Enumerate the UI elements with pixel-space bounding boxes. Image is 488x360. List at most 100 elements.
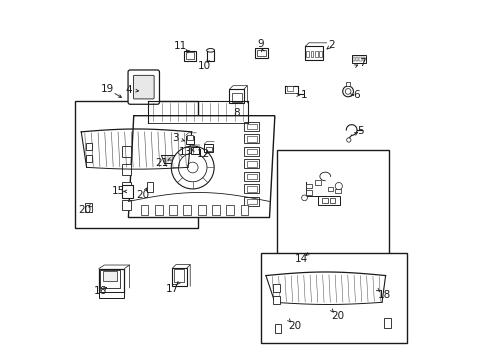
- Text: 18: 18: [377, 290, 390, 300]
- Bar: [122, 182, 131, 193]
- Bar: [226, 205, 234, 215]
- Bar: [229, 89, 244, 103]
- Bar: [197, 205, 205, 215]
- Bar: [246, 199, 256, 204]
- Bar: [204, 144, 213, 152]
- Bar: [140, 205, 148, 215]
- Bar: [315, 180, 320, 185]
- Bar: [329, 198, 335, 203]
- Bar: [276, 150, 388, 257]
- Bar: [75, 102, 198, 228]
- Bar: [244, 172, 258, 181]
- Bar: [99, 269, 124, 293]
- Bar: [246, 186, 256, 192]
- Bar: [305, 51, 308, 57]
- Bar: [155, 205, 163, 215]
- Bar: [244, 159, 258, 168]
- Text: 20: 20: [287, 321, 301, 331]
- Text: 21: 21: [155, 158, 169, 168]
- Bar: [244, 122, 258, 131]
- Bar: [169, 205, 177, 215]
- Circle shape: [335, 183, 342, 190]
- Bar: [254, 48, 268, 58]
- Bar: [146, 182, 153, 192]
- Text: 11: 11: [174, 41, 187, 51]
- Circle shape: [301, 195, 307, 201]
- Bar: [246, 174, 256, 179]
- Bar: [244, 184, 258, 193]
- Bar: [305, 184, 311, 188]
- Text: 10: 10: [198, 62, 211, 71]
- Bar: [231, 93, 241, 102]
- Circle shape: [187, 162, 198, 173]
- Bar: [310, 51, 313, 57]
- Text: 19: 19: [100, 84, 113, 94]
- Bar: [272, 296, 280, 303]
- Text: 1: 1: [301, 90, 307, 100]
- Bar: [206, 50, 214, 61]
- Text: 20: 20: [78, 205, 91, 215]
- Bar: [100, 270, 120, 288]
- Text: 8: 8: [233, 108, 240, 118]
- Bar: [327, 187, 333, 191]
- Bar: [102, 271, 117, 282]
- Text: 2: 2: [328, 40, 335, 50]
- Polygon shape: [128, 116, 274, 217]
- Text: 7: 7: [358, 58, 365, 68]
- Bar: [272, 284, 280, 292]
- Bar: [244, 197, 258, 206]
- Bar: [122, 185, 132, 198]
- Bar: [244, 147, 258, 156]
- Text: 6: 6: [353, 90, 360, 100]
- Bar: [244, 134, 258, 143]
- Circle shape: [345, 89, 350, 94]
- Bar: [257, 50, 266, 57]
- Bar: [305, 190, 311, 195]
- Bar: [246, 149, 256, 154]
- Bar: [174, 269, 184, 282]
- Bar: [186, 53, 194, 59]
- Bar: [212, 205, 220, 215]
- Circle shape: [342, 86, 353, 97]
- Bar: [184, 51, 196, 61]
- Bar: [322, 198, 327, 203]
- Bar: [246, 161, 256, 167]
- Bar: [246, 124, 256, 129]
- Bar: [384, 318, 390, 328]
- Bar: [122, 200, 131, 210]
- Bar: [85, 203, 91, 212]
- Circle shape: [171, 146, 214, 189]
- Text: 16: 16: [94, 287, 107, 296]
- Bar: [205, 147, 211, 151]
- Bar: [86, 143, 92, 150]
- Bar: [274, 324, 281, 333]
- FancyBboxPatch shape: [133, 75, 154, 99]
- Bar: [305, 46, 323, 60]
- Ellipse shape: [206, 49, 214, 52]
- Bar: [185, 135, 193, 144]
- FancyBboxPatch shape: [128, 70, 159, 104]
- Bar: [122, 146, 131, 157]
- Text: 12: 12: [196, 149, 210, 159]
- Text: 3: 3: [172, 133, 179, 143]
- Bar: [99, 292, 124, 298]
- Text: 15: 15: [112, 186, 125, 197]
- Bar: [314, 51, 317, 57]
- Text: 20: 20: [136, 190, 149, 200]
- Bar: [319, 51, 322, 57]
- Circle shape: [346, 138, 350, 142]
- Text: 4: 4: [125, 85, 131, 95]
- Bar: [352, 57, 354, 62]
- Text: 5: 5: [357, 126, 363, 136]
- Bar: [172, 268, 186, 286]
- Bar: [260, 253, 406, 342]
- Bar: [246, 136, 256, 141]
- Bar: [122, 164, 131, 175]
- Bar: [240, 205, 248, 215]
- Bar: [362, 57, 364, 62]
- Bar: [345, 82, 349, 86]
- Text: 9: 9: [257, 39, 264, 49]
- Bar: [351, 55, 365, 63]
- Bar: [183, 205, 191, 215]
- Circle shape: [178, 153, 206, 182]
